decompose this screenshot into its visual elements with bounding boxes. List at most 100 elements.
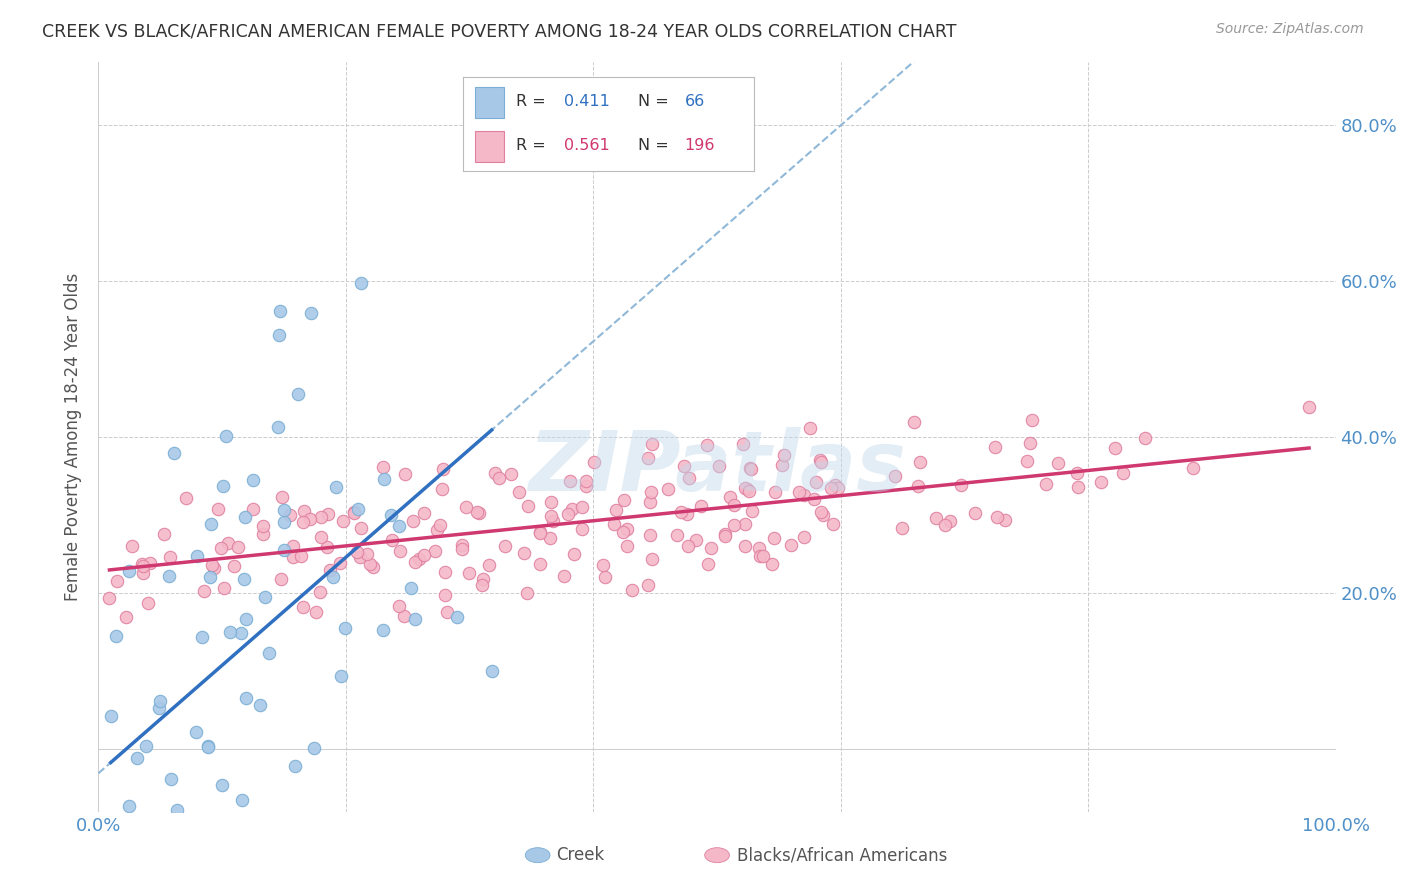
Point (436, 605, 458, 619)
Point (513, 546, 536, 560)
Point (131, 558, 153, 572)
Point (166, 803, 188, 817)
Point (252, 519, 274, 533)
Point (343, 506, 366, 520)
Point (302, 740, 325, 755)
Point (529, 525, 551, 540)
Point (638, 495, 661, 509)
Point (1181, 461, 1204, 475)
Point (484, 467, 506, 481)
Point (605, 503, 627, 517)
Point (478, 558, 501, 572)
Point (641, 552, 664, 566)
Point (637, 577, 659, 591)
Point (193, 583, 215, 598)
Point (381, 533, 404, 547)
Point (669, 505, 692, 519)
Y-axis label: Female Poverty Among 18-24 Year Olds: Female Poverty Among 18-24 Year Olds (65, 273, 83, 601)
Point (983, 440, 1005, 454)
Point (748, 549, 770, 563)
Point (488, 471, 510, 485)
Point (1067, 480, 1090, 494)
Point (793, 530, 815, 544)
Point (408, 551, 430, 566)
Point (269, 328, 291, 343)
Point (363, 560, 385, 574)
Point (118, 564, 141, 578)
Text: Creek: Creek (557, 847, 605, 864)
Point (350, 276, 373, 290)
Point (373, 624, 395, 638)
Point (593, 569, 616, 583)
Point (1035, 476, 1057, 491)
Point (273, 502, 295, 516)
Point (266, 420, 288, 434)
Point (824, 477, 846, 491)
Point (540, 495, 562, 509)
Point (434, 566, 457, 580)
Point (811, 508, 834, 523)
Point (304, 605, 326, 619)
Point (197, 739, 219, 753)
Point (553, 568, 575, 582)
Point (141, 878, 163, 892)
Point (273, 543, 295, 558)
Point (157, 568, 180, 582)
Point (174, 491, 197, 506)
Point (616, 540, 638, 554)
Point (451, 541, 474, 556)
Point (820, 481, 842, 495)
Point (907, 479, 929, 493)
Point (249, 698, 271, 713)
Point (823, 516, 845, 531)
Point (404, 612, 426, 626)
Point (540, 508, 562, 523)
Point (433, 589, 456, 603)
Point (465, 505, 488, 519)
Point (316, 508, 339, 522)
Point (734, 517, 756, 532)
Point (290, 549, 312, 564)
Point (765, 484, 787, 499)
Point (994, 513, 1017, 527)
Point (269, 304, 291, 318)
Point (191, 630, 214, 644)
Point (700, 541, 723, 555)
Point (806, 475, 828, 490)
Point (471, 578, 494, 592)
Point (1298, 400, 1320, 414)
Text: Source: ZipAtlas.com: Source: ZipAtlas.com (1216, 22, 1364, 37)
Point (571, 500, 593, 514)
Point (910, 455, 932, 469)
Point (779, 538, 801, 552)
Point (413, 506, 436, 520)
Point (720, 490, 742, 504)
Point (616, 522, 638, 536)
Point (939, 514, 962, 528)
Point (425, 544, 447, 558)
Point (799, 421, 821, 435)
Point (690, 499, 713, 513)
Point (330, 669, 353, 683)
Point (1066, 467, 1088, 481)
Point (209, 541, 232, 555)
Point (529, 524, 551, 539)
Point (218, 624, 240, 639)
Point (292, 504, 315, 518)
Point (98, 591, 121, 605)
Point (770, 458, 793, 472)
Point (346, 545, 368, 559)
Point (827, 481, 849, 495)
Point (332, 515, 354, 529)
Point (217, 536, 239, 550)
Point (714, 529, 737, 543)
Point (508, 484, 530, 499)
Point (738, 461, 761, 475)
Point (226, 540, 249, 554)
Point (301, 306, 323, 320)
Point (278, 508, 301, 522)
Circle shape (704, 847, 730, 863)
Point (1104, 441, 1126, 455)
Point (481, 665, 503, 679)
Point (934, 517, 956, 532)
